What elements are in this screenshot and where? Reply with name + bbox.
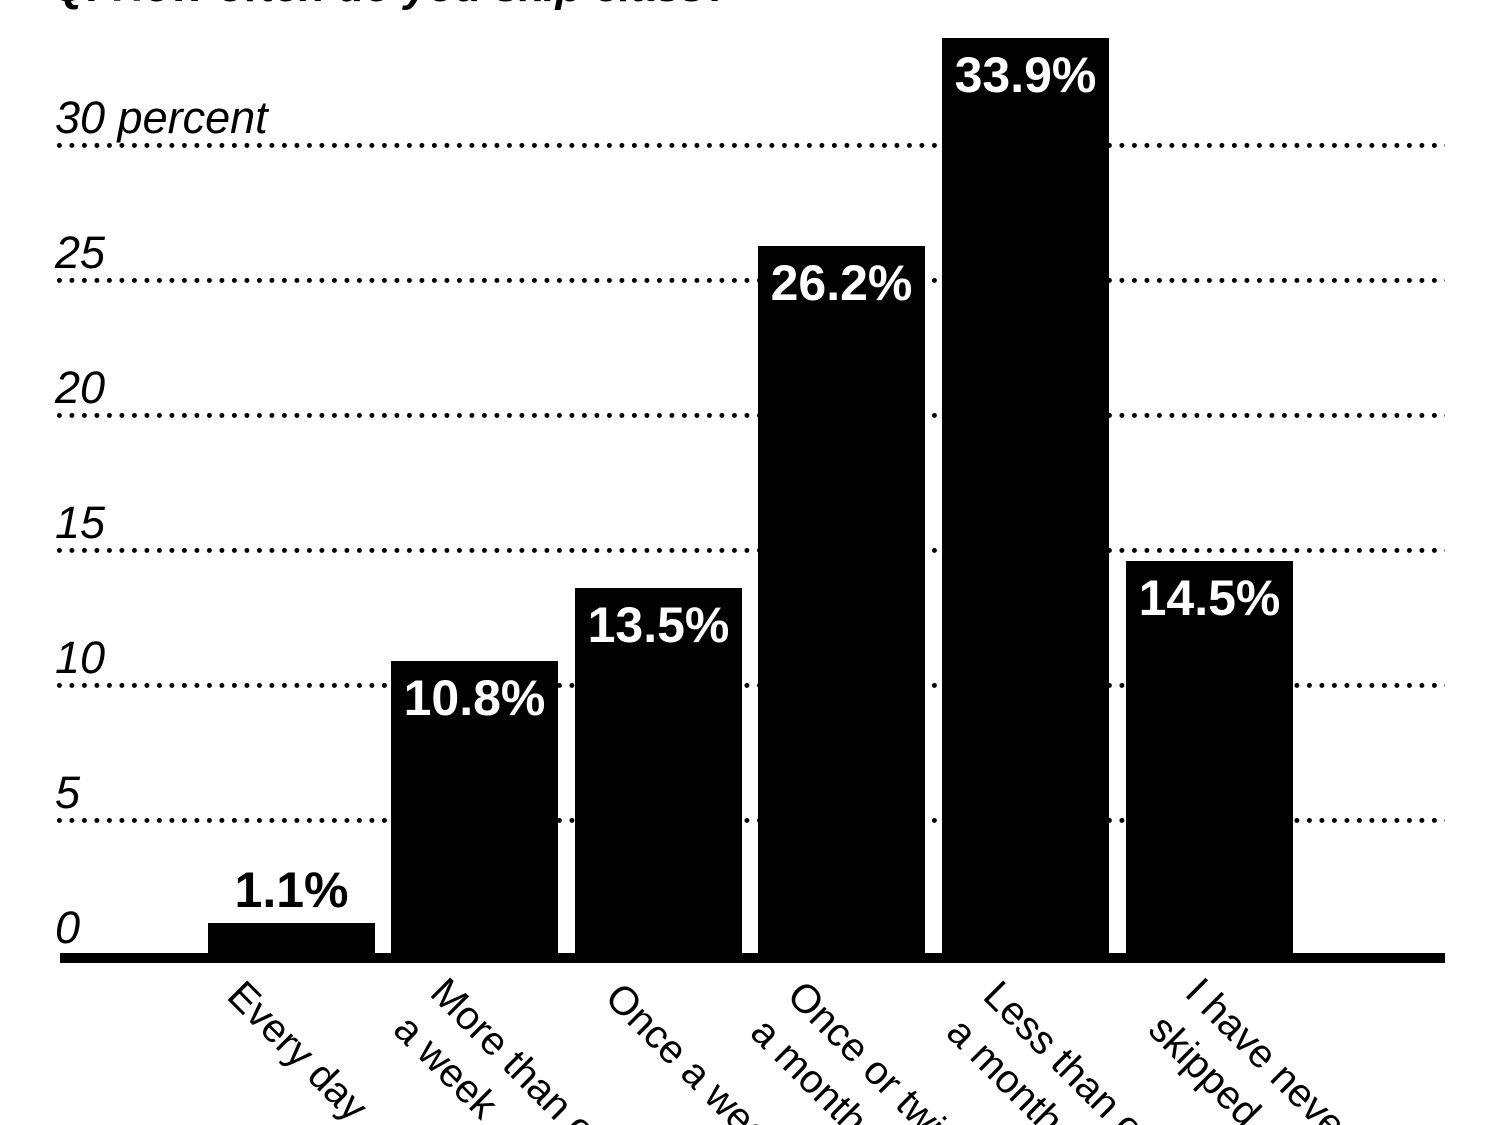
y-tick-label-20: 20 (55, 362, 106, 413)
gridline-10 (57, 683, 1445, 688)
y-tick-label-15: 15 (55, 497, 106, 548)
gridline-15 (57, 548, 1445, 553)
bar-more-than-once-week (391, 661, 558, 953)
bar-once-twice-month (758, 246, 925, 953)
bar-once-a-week (575, 588, 742, 953)
category-label-line: Every day (219, 972, 376, 1125)
y-tick-label-5: 5 (55, 767, 81, 818)
category-label-never-skipped: I have never skipped class (1137, 967, 1380, 1125)
y-tick-label-30: 30 percent (55, 92, 268, 143)
value-label: 10.8% (403, 670, 546, 726)
gridline-25 (57, 278, 1445, 283)
category-label-every-day: Every day (216, 970, 379, 1125)
value-label: 1.1% (234, 862, 349, 918)
value-label: 26.2% (770, 255, 913, 311)
chart-title: Q: How often do you skip class? (52, 0, 732, 12)
gridline-5 (57, 818, 1445, 823)
gridline-20 (57, 413, 1445, 418)
y-tick-label-25: 25 (55, 227, 106, 278)
y-tick-label-0: 0 (55, 902, 81, 953)
bar-every-day (208, 923, 375, 953)
gridline-30 (57, 143, 1445, 148)
bar-less-than-once-month (942, 38, 1109, 953)
value-label: 14.5% (1138, 570, 1281, 626)
x-axis-line (60, 953, 1445, 963)
y-tick-label-10: 10 (55, 632, 106, 683)
value-label: 13.5% (587, 597, 730, 653)
bar-never-skipped (1126, 561, 1293, 953)
value-label: 33.9% (954, 47, 1097, 103)
